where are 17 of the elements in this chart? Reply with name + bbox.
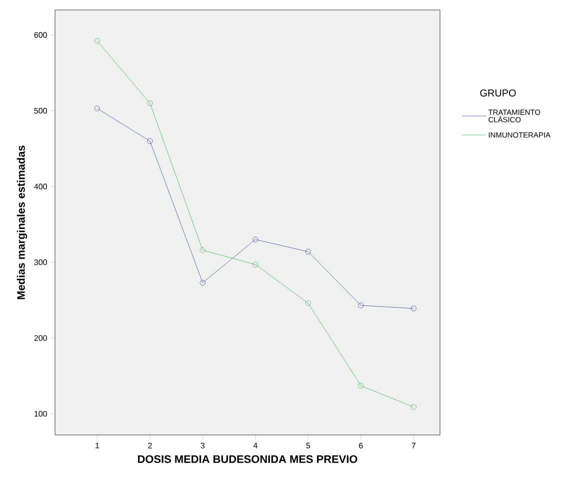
point	[358, 302, 364, 308]
point	[200, 280, 206, 286]
point	[410, 404, 416, 410]
x-axis-title: DOSIS MEDIA BUDESONIDA MES PREVIO	[138, 455, 358, 463]
point	[305, 248, 311, 254]
point	[147, 138, 153, 144]
point	[94, 38, 100, 44]
point	[94, 106, 100, 112]
legend-title: GRUPO	[480, 89, 516, 97]
point	[305, 300, 311, 306]
point	[252, 236, 258, 242]
point	[358, 382, 364, 389]
point	[200, 247, 206, 253]
point	[252, 262, 258, 268]
point	[410, 306, 416, 312]
y-axis-title: Medias marginales estimadas	[16, 146, 28, 300]
point	[147, 100, 153, 106]
